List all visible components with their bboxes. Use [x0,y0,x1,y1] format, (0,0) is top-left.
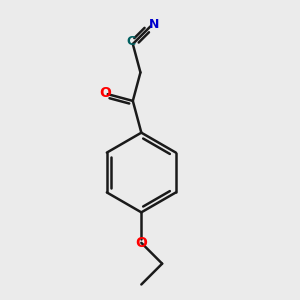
Text: C: C [127,35,136,48]
Text: O: O [135,236,147,250]
Text: O: O [99,86,111,100]
Text: N: N [149,18,159,31]
